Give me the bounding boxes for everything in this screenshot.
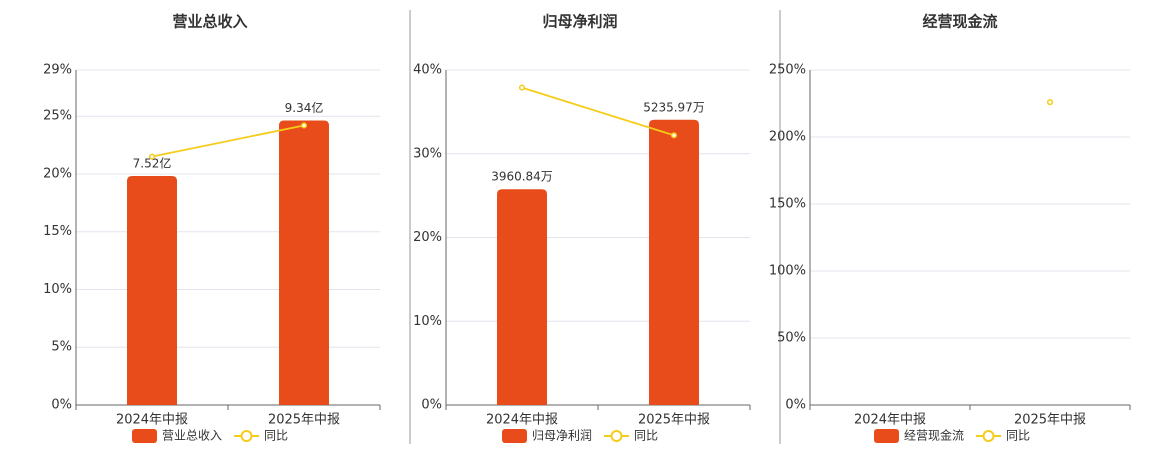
y-tick-label: 25%: [43, 109, 72, 124]
chart-title: 营业总收入: [172, 13, 247, 31]
y-tick-label: 150%: [769, 197, 806, 212]
bar: [649, 119, 699, 405]
bar-value-label: 3960.84万: [491, 170, 553, 184]
legend-swatch: [610, 430, 623, 442]
x-tick-label: 2024年中报: [486, 413, 558, 428]
y-tick-label: 250%: [769, 63, 806, 78]
legend-label: 经营现金流: [904, 428, 964, 443]
line-point: [670, 132, 678, 139]
legend-label: 同比: [1006, 429, 1030, 443]
legend-swatch: [502, 429, 527, 443]
x-tick-label: 2025年中报: [268, 413, 340, 428]
y-tick-label: 0%: [51, 398, 72, 413]
x-tick-label: 2025年中报: [1014, 413, 1086, 428]
bar-value-label: 9.34亿: [285, 100, 324, 115]
x-tick-label: 2025年中报: [638, 413, 710, 428]
y-tick-label: 29%: [43, 63, 72, 78]
bar: [497, 189, 547, 405]
y-tick-label: 0%: [421, 398, 442, 413]
legend-label: 同比: [634, 429, 658, 443]
line-point: [300, 122, 308, 129]
y-tick-label: 20%: [43, 166, 72, 181]
y-tick-label: 0%: [785, 398, 806, 413]
y-tick-label: 10%: [413, 314, 442, 329]
y-tick-label: 200%: [769, 130, 806, 145]
legend-swatch: [874, 429, 899, 443]
y-tick-label: 15%: [43, 224, 72, 239]
legend-label: 营业总收入: [162, 429, 222, 443]
chart-title: 经营现金流: [922, 13, 997, 31]
y-tick-label: 5%: [51, 340, 72, 355]
y-tick-label: 20%: [413, 230, 442, 245]
y-tick-label: 30%: [413, 146, 442, 161]
bar-value-label: 7.52亿: [133, 155, 172, 170]
y-tick-label: 10%: [43, 282, 72, 297]
x-tick-label: 2024年中报: [116, 413, 188, 428]
line: [151, 124, 305, 158]
y-tick-label: 50%: [777, 331, 806, 346]
bar: [127, 175, 177, 405]
legend-swatch: [982, 430, 995, 442]
chart-title: 归母净利润: [542, 13, 617, 31]
legend-swatch: [132, 429, 157, 443]
bar: [279, 120, 329, 406]
line-point: [148, 153, 156, 160]
line: [521, 86, 675, 137]
y-tick-label: 100%: [769, 264, 806, 279]
legend-swatch: [240, 430, 253, 442]
legend-label: 归母净利润: [532, 429, 592, 443]
x-tick-label: 2024年中报: [854, 413, 926, 428]
bar-value-label: 5235.97万: [643, 100, 705, 114]
line-point: [1046, 99, 1054, 106]
y-tick-label: 40%: [413, 63, 442, 78]
line-point: [518, 84, 526, 91]
legend-label: 同比: [264, 429, 288, 443]
